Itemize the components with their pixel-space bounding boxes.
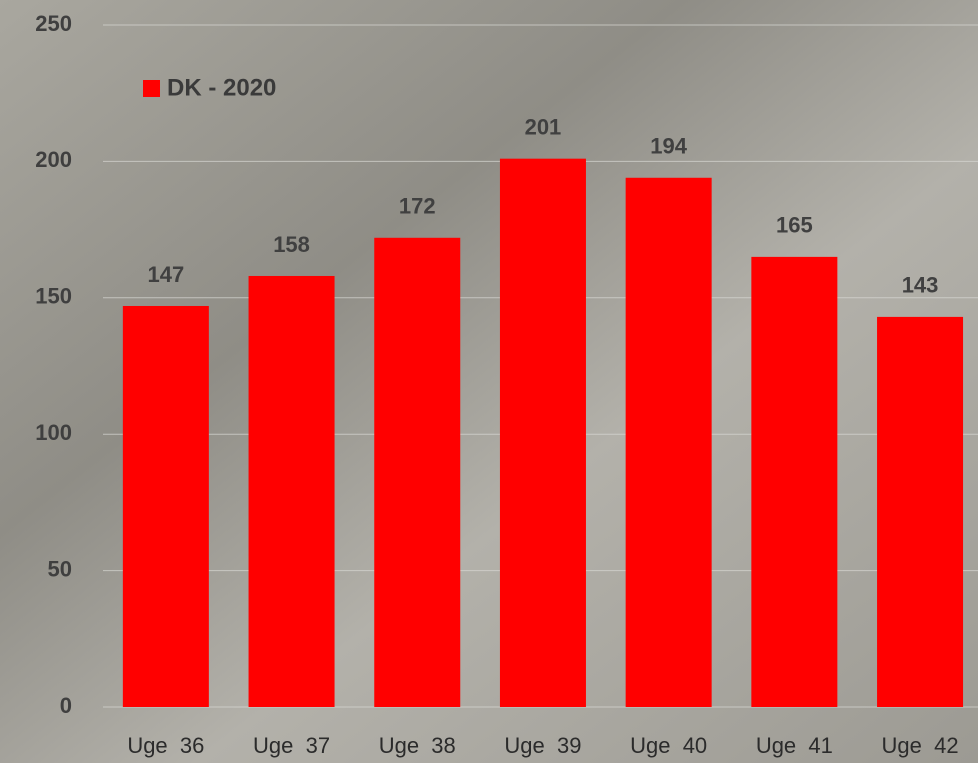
y-tick-label: 150 <box>35 284 72 309</box>
legend-swatch <box>143 80 160 97</box>
y-tick-label: 200 <box>35 147 72 172</box>
x-tick-label: Uge 36 <box>127 733 204 758</box>
x-tick-label: Uge 42 <box>882 733 959 758</box>
bar <box>877 317 963 707</box>
data-label: 147 <box>147 262 184 287</box>
bar <box>249 276 335 707</box>
y-tick-label: 50 <box>48 556 72 581</box>
data-label: 172 <box>399 194 436 219</box>
data-label: 194 <box>650 134 687 159</box>
x-tick-label: Uge 39 <box>504 733 581 758</box>
data-label: 201 <box>525 114 562 139</box>
data-label: 158 <box>273 232 310 257</box>
bar <box>500 159 586 707</box>
x-tick-label: Uge 38 <box>379 733 456 758</box>
data-label: 165 <box>776 213 813 238</box>
bar <box>374 238 460 707</box>
x-tick-label: Uge 40 <box>630 733 707 758</box>
y-tick-label: 0 <box>60 693 72 718</box>
x-tick-label: Uge 41 <box>756 733 833 758</box>
chart: DK - 2020 0 50 100 150 200 250 Uge 36 147 Uge 37… <box>0 0 978 763</box>
bar <box>123 306 209 707</box>
x-tick-label: Uge 37 <box>253 733 330 758</box>
data-label: 143 <box>902 273 939 298</box>
bar <box>626 178 712 707</box>
y-tick-label: 250 <box>35 11 72 36</box>
y-tick-label: 100 <box>35 420 72 445</box>
bar <box>751 257 837 707</box>
legend-label: DK - 2020 <box>167 74 276 101</box>
